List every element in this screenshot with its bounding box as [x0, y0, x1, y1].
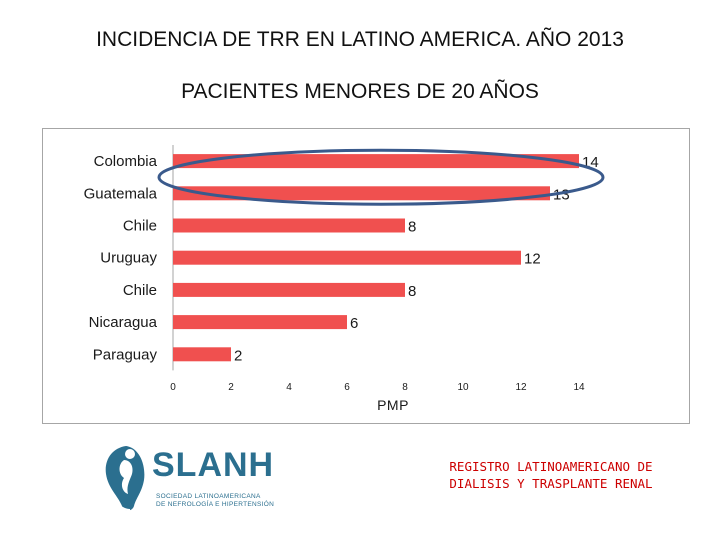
registry-caption: REGISTRO LATINOAMERICANO DE DIALISIS Y T… — [416, 458, 686, 492]
kidney-logo-icon — [105, 446, 145, 511]
slanh-logo: SLANH SOCIEDAD LATINOAMERICANA DE NEFROL… — [100, 440, 274, 516]
x-tick-label-2: 4 — [286, 382, 292, 393]
registry-line2: DIALISIS Y TRASPLANTE RENAL — [449, 476, 653, 491]
bar-nicaragua-5 — [173, 315, 347, 330]
chart-area: Colombia 14 Guatemala 13 Chile 8 Uruguay 12 Chil… — [42, 128, 690, 424]
bar-guatemala-1 — [173, 186, 550, 201]
data-label-1: 13 — [553, 186, 570, 203]
registry-line1: REGISTRO LATINOAMERICANO DE — [449, 459, 653, 474]
category-label-1: Guatemala — [84, 185, 158, 202]
bar-chile-2 — [173, 218, 405, 233]
bar-colombia-0 — [173, 154, 579, 169]
x-tick-label-4: 8 — [402, 382, 408, 393]
x-tick-label-6: 12 — [515, 382, 527, 393]
x-tick-label-3: 6 — [344, 382, 350, 393]
category-label-3: Uruguay — [100, 250, 157, 267]
category-label-0: Colombia — [94, 153, 158, 170]
highlight-ellipse — [157, 148, 605, 206]
logo-subtitle-line2: DE NEFROLOGÍA E HIPERTENSIÓN — [156, 501, 275, 508]
data-label-6: 2 — [234, 347, 242, 364]
x-tick-label-1: 2 — [228, 382, 234, 393]
x-tick-label-7: 14 — [573, 382, 585, 393]
data-label-3: 12 — [524, 251, 541, 268]
chart-subtitle: PACIENTES MENORES DE 20 AÑOS — [181, 80, 539, 103]
logo-subtitle-line1: SOCIEDAD LATINOAMERICANA — [156, 493, 261, 500]
category-label-5: Nicaragua — [89, 314, 158, 331]
x-axis-title: PMP — [377, 397, 409, 413]
x-tick-label-5: 10 — [457, 382, 469, 393]
logo-wordmark: SLANH — [152, 446, 275, 484]
bar-paraguay-6 — [173, 347, 231, 362]
bar-chart: Colombia 14 Guatemala 13 Chile 8 Uruguay 12 Chil… — [84, 145, 605, 413]
category-label-4: Chile — [123, 282, 157, 299]
bar-uruguay-3 — [173, 250, 521, 265]
data-label-2: 8 — [408, 219, 416, 236]
data-label-5: 6 — [350, 315, 358, 332]
bar-chile-4 — [173, 282, 405, 297]
chart-title: INCIDENCIA DE TRR EN LATINO AMERICA. AÑO… — [96, 28, 624, 51]
data-label-4: 8 — [408, 283, 416, 300]
category-label-6: Paraguay — [93, 346, 158, 363]
category-label-2: Chile — [123, 218, 157, 235]
x-tick-label-0: 0 — [170, 382, 176, 393]
